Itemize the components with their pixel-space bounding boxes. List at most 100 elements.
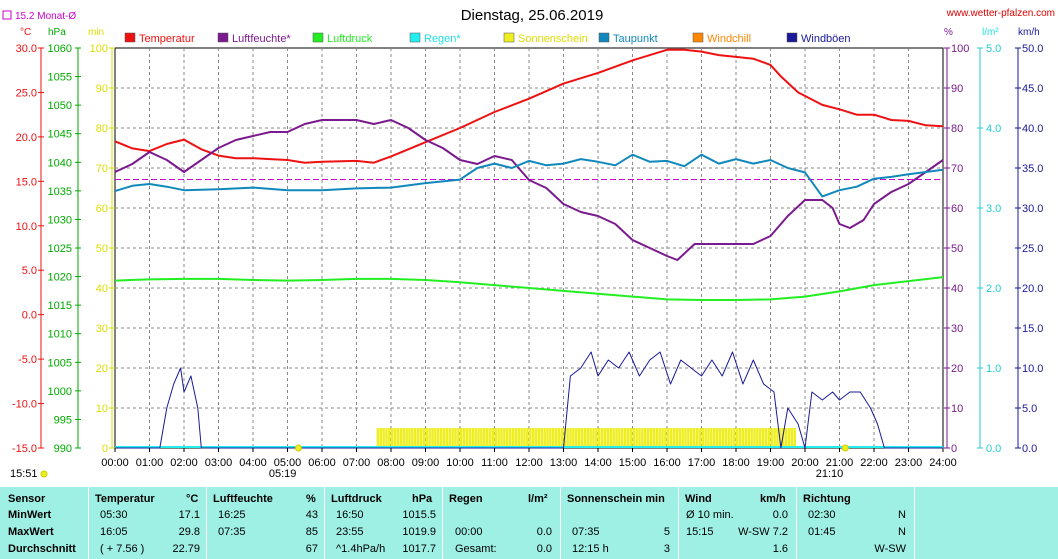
sunshine-bar	[713, 428, 716, 448]
legend-label: Windböen	[801, 33, 851, 45]
sunshine-bar	[767, 428, 771, 448]
pressure_hpa-tick-label: 995	[54, 414, 72, 426]
sunshine-bar	[566, 428, 569, 448]
sunshine-bar	[517, 428, 520, 448]
header-luftdruck: Luftdruck	[331, 493, 382, 505]
pressure_hpa-tick-label: 1015	[48, 300, 72, 312]
sunshine-bar	[442, 428, 446, 448]
sunshine-bar	[411, 428, 414, 448]
sunshine-bar	[724, 428, 727, 448]
legend-label: Regen*	[424, 33, 461, 45]
sunshine-bar	[764, 428, 768, 448]
sunshine-bar	[776, 428, 779, 448]
wind_kmh-tick-label: 10.0	[1022, 363, 1043, 375]
legend: Temperatur Luftfeuchte* Luftdruck Regen* Son…	[124, 32, 851, 45]
sunshine-bar	[736, 428, 739, 448]
temperature_c-tick-label: 5.0	[22, 265, 37, 277]
legend-label: Sonnenschein	[518, 33, 588, 45]
sunshine-bar	[414, 428, 417, 448]
x-tick-label: 11:00	[481, 457, 508, 469]
sunrise-label: 05:19	[269, 468, 297, 480]
temperature_c-tick-label: 20.0	[16, 132, 37, 144]
header-regen: Regen	[449, 493, 483, 505]
header-wind-unit: km/h	[760, 493, 786, 505]
sunshine-bar	[779, 428, 782, 448]
sunshine-bar	[526, 428, 529, 448]
sunshine-bar	[658, 428, 661, 448]
table-cell-label: Durchschnitt	[8, 543, 76, 555]
legend-label: Taupunkt	[613, 33, 658, 45]
sunshine-bar	[460, 428, 463, 448]
sunshine-bar	[652, 428, 656, 448]
header-hum-unit: %	[306, 493, 316, 505]
sunshine-bar	[557, 428, 561, 448]
table-cell-temp: 29.8	[178, 526, 200, 538]
weather-chart: Dienstag, 25.06.2019 www.wetter-pfalzen.…	[2, 7, 1055, 480]
sunshine-bar	[580, 428, 584, 448]
table-cell-hum: 67	[305, 543, 318, 555]
sunshine-bar	[695, 428, 699, 448]
sunshine-bar	[474, 428, 477, 448]
table-cell-press-time: 16:50	[336, 509, 364, 521]
rain_lm2-tick-label: 1.0	[986, 363, 1001, 375]
rain_lm2-tick-label: 5.0	[986, 43, 1001, 55]
sunshine-bar	[727, 428, 730, 448]
wind_kmh-tick-label: 15.0	[1022, 323, 1043, 335]
header-temp-unit: °C	[186, 493, 199, 505]
sunshine-bar	[598, 428, 601, 448]
humidity_pct-tick-label: 80	[951, 123, 963, 135]
series-line-windben	[115, 351, 943, 449]
sunshine-bar	[701, 428, 704, 448]
sunshine-bar	[422, 428, 426, 448]
sunshine-bar	[577, 428, 581, 448]
table-cell-press: 1019.9	[402, 526, 436, 538]
table-cell-wind: 0.0	[772, 509, 788, 521]
sunshine-bar	[439, 428, 443, 448]
sunshine-bar	[790, 428, 794, 448]
current-time-label: 15:51	[10, 468, 38, 480]
sunshine-bar	[491, 428, 495, 448]
x-tick-label: 02:00	[170, 457, 198, 469]
sunshine-bar	[744, 428, 748, 448]
sunshine-bar	[583, 428, 587, 448]
sunshine-bar	[782, 428, 785, 448]
rain_lm2-tick-label: 4.0	[986, 123, 1001, 135]
sunshine-bar	[569, 428, 572, 448]
legend-swatch	[598, 32, 610, 43]
pressure_hpa-tick-label: 1045	[48, 129, 72, 141]
x-tick-label: 14:00	[584, 457, 612, 469]
sunshine-bar	[382, 428, 385, 448]
sunshine_min-tick-label: 30	[96, 323, 108, 335]
wind_kmh-tick-label: 50.0	[1022, 43, 1043, 55]
sunshine-bar	[649, 428, 653, 448]
table-cell-rain: 0.0	[536, 526, 552, 538]
sunset-icon	[841, 444, 849, 452]
sunshine-bar	[678, 428, 681, 448]
sunshine-bar	[681, 428, 684, 448]
sunshine-bar	[644, 428, 647, 448]
header-temperatur: Temperatur	[95, 493, 155, 505]
sunshine-bar	[707, 428, 710, 448]
table-cell-temp-time: 05:30	[100, 509, 128, 521]
table-cell-rain: 0.0	[536, 543, 552, 555]
sunshine_min-tick-label: 80	[96, 123, 108, 135]
sunshine-bar	[514, 428, 518, 448]
sunshine-bar	[408, 428, 411, 448]
table-cell-wind-desc: Ø 10 min.	[686, 509, 734, 521]
sunshine-bar	[603, 428, 607, 448]
table-cell-press-time: ^1.4hPa/h	[336, 543, 386, 555]
pressure_hpa-tick-label: 1035	[48, 186, 72, 198]
temperature_c-tick-label: -15.0	[12, 443, 37, 455]
legend-label: Luftdruck	[327, 33, 373, 45]
sunshine-bar	[586, 428, 589, 448]
sunshine-bar	[718, 428, 722, 448]
sunshine-bar	[641, 428, 644, 448]
pressure_hpa-tick-label: 1020	[48, 272, 72, 284]
sunshine-bar	[537, 428, 541, 448]
sunshine-bar	[646, 428, 650, 448]
sunshine-bar	[549, 428, 552, 448]
sunshine-bar	[733, 428, 736, 448]
x-tick-label: 19:00	[757, 457, 785, 469]
table-cell-temp: 22.79	[172, 543, 200, 555]
sunshine-bar	[534, 428, 538, 448]
